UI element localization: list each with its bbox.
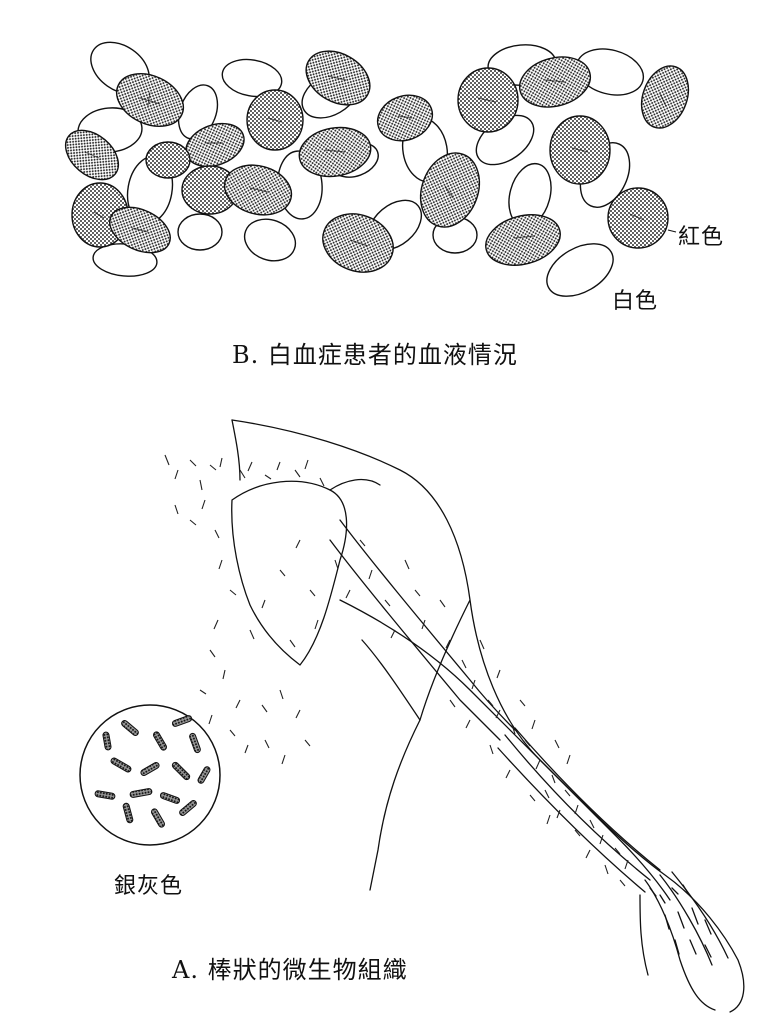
microscope-inset (79, 704, 221, 846)
cell-nuclei (84, 75, 667, 247)
caption-figure-a: A. 棒狀的微生物組織 (172, 956, 408, 984)
microbe-hatching (164, 454, 629, 887)
scapula-bone (231, 480, 348, 666)
red-blood-cells (64, 50, 690, 273)
blood-cells-group (64, 41, 690, 297)
label-red: 紅色 (678, 225, 725, 250)
red-label-leader (667, 229, 677, 233)
forearm-bones (497, 727, 661, 893)
rod-bacteria (94, 715, 211, 828)
caption-figure-b: B. 白血症患者的血液情況 (232, 341, 518, 369)
label-white: 白色 (612, 289, 659, 314)
label-silver-grey: 銀灰色 (114, 874, 184, 899)
microscope-circle (79, 704, 221, 846)
humerus-bone (329, 519, 516, 741)
arm-illustration (231, 419, 745, 1013)
hand-bones (649, 884, 712, 958)
arm-inner-outline (339, 599, 671, 901)
